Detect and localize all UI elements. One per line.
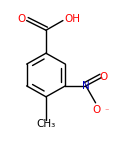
Text: OH: OH: [65, 14, 81, 24]
Text: O: O: [93, 105, 101, 115]
Text: N: N: [82, 81, 90, 91]
Text: O: O: [17, 14, 25, 24]
Text: O: O: [99, 72, 108, 82]
Text: CH₃: CH₃: [36, 119, 56, 129]
Text: ⁻: ⁻: [105, 106, 109, 115]
